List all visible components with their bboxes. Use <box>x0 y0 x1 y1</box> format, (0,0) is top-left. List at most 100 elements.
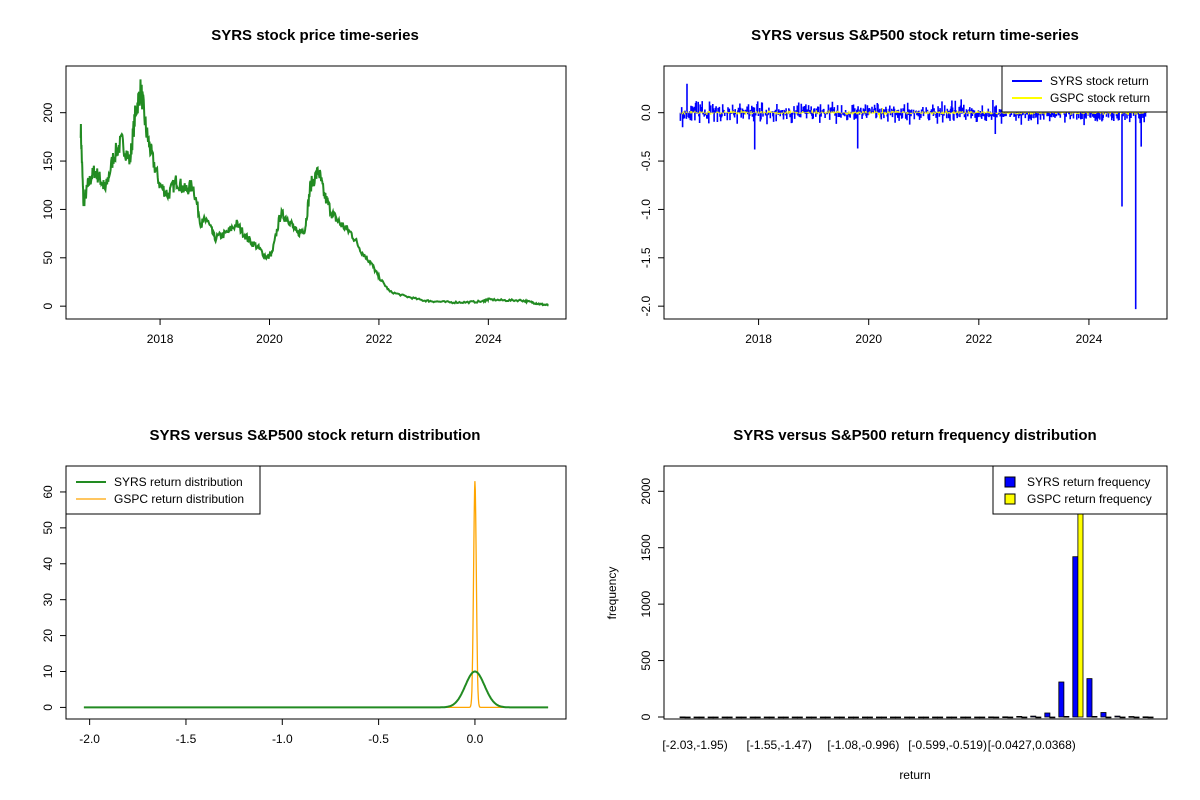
legend-box <box>65 465 261 515</box>
bar-gspc <box>993 716 1000 719</box>
bar-syrs <box>904 716 910 719</box>
y-tick-label: 500 <box>639 650 653 670</box>
bar-gspc <box>698 716 705 719</box>
plot-frame-2 <box>663 65 1168 320</box>
y-tick-label: 40 <box>41 557 55 571</box>
legend-box <box>992 465 1168 515</box>
bar-syrs <box>777 716 784 719</box>
y-tick-label: 50 <box>41 251 55 265</box>
bar-syrs <box>735 716 742 719</box>
y-tick-label: 0 <box>41 303 55 310</box>
bar-syrs <box>805 716 812 719</box>
bar-gspc <box>1063 716 1070 718</box>
bar-syrs <box>876 716 882 719</box>
chart-title-3: SYRS versus S&P500 stock return distribu… <box>150 427 481 444</box>
bar-gspc <box>853 716 859 719</box>
bar-syrs <box>946 716 953 719</box>
bar-gspc <box>923 716 930 719</box>
y-tick-label: -0.5 <box>639 150 653 171</box>
bar-gspc <box>951 716 958 719</box>
y-tick-label: 60 <box>41 485 55 499</box>
bar-syrs <box>988 716 995 719</box>
chart-title-1: SYRS stock price time-series <box>211 27 419 44</box>
y-tick-label: 150 <box>41 151 55 171</box>
bar-gspc <box>839 716 845 719</box>
bar-syrs <box>1086 678 1093 718</box>
x-tick-label: 2018 <box>147 332 174 346</box>
bar-syrs <box>918 716 924 719</box>
bar-syrs <box>1030 715 1037 718</box>
bar-gspc <box>1021 716 1028 719</box>
bar-gspc <box>782 716 789 719</box>
bar-syrs <box>862 716 868 719</box>
x-tick-label: 2022 <box>965 332 992 346</box>
bar-gspc <box>684 716 691 719</box>
bar-syrs <box>1128 716 1135 718</box>
bar-syrs <box>763 716 770 719</box>
series-line-syrs-price <box>79 79 549 307</box>
bar-gspc <box>979 716 986 719</box>
legend-label: GSPC stock return <box>1050 91 1150 105</box>
chart-title-2: SYRS versus S&P500 stock return time-ser… <box>751 27 1079 44</box>
x-tick-label: [-0.0427,0.0368) <box>988 738 1076 752</box>
bar-syrs <box>791 716 798 719</box>
x-tick-label: 2024 <box>1076 332 1103 346</box>
y-tick-label: 2000 <box>639 478 653 505</box>
bar-gspc <box>740 716 747 719</box>
y-tick-label: -2.0 <box>639 296 653 317</box>
y-tick-label: 50 <box>41 521 55 535</box>
bar-syrs <box>721 716 728 719</box>
bar-gspc <box>796 716 803 719</box>
bar-syrs <box>1058 681 1065 718</box>
bar-gspc <box>867 716 873 719</box>
y-tick-label: 1500 <box>639 534 653 561</box>
bar-syrs <box>693 716 700 719</box>
bar-syrs <box>1100 712 1107 718</box>
bar-syrs <box>1044 712 1051 718</box>
bar-syrs <box>974 716 981 719</box>
bar-syrs <box>1002 716 1009 718</box>
legend-label: GSPC return frequency <box>1027 492 1152 506</box>
bar-syrs <box>932 716 938 719</box>
bar-gspc <box>1077 479 1084 718</box>
bar-syrs <box>833 716 840 719</box>
x-tick-label: 2022 <box>366 332 393 346</box>
x-tick-label: [-2.03,-1.95) <box>662 738 727 752</box>
y-tick-label: -1.5 <box>639 247 653 268</box>
x-tick-label: 2020 <box>855 332 882 346</box>
legend-swatch <box>1004 476 1016 488</box>
x-tick-label: 2018 <box>745 332 772 346</box>
x-tick-label: [-1.08,-0.996) <box>827 738 899 752</box>
x-tick-label: -1.0 <box>272 732 293 746</box>
legend-swatch <box>1004 493 1016 505</box>
bar-syrs <box>890 716 896 719</box>
y-tick-label: 30 <box>41 593 55 607</box>
y-tick-label: 1000 <box>639 590 653 617</box>
legend-label: GSPC return distribution <box>114 492 244 506</box>
bar-syrs <box>1114 715 1121 718</box>
bar-syrs <box>749 716 756 719</box>
x-tick-label: [-1.55,-1.47) <box>747 738 812 752</box>
y-tick-label: 200 <box>41 102 55 122</box>
series-syrs-return <box>679 83 1147 310</box>
bar-gspc <box>1119 716 1126 719</box>
series-syrs-density <box>83 670 549 709</box>
bar-gspc <box>1147 716 1154 719</box>
bar-gspc <box>712 716 719 719</box>
bar-gspc <box>726 716 733 719</box>
bar-gspc <box>1007 716 1014 719</box>
legend-label: SYRS stock return <box>1050 74 1149 88</box>
x-tick-label: 0.0 <box>467 732 484 746</box>
bar-syrs <box>1142 716 1149 718</box>
bar-gspc <box>810 716 817 719</box>
y-tick-label: 0.0 <box>639 104 653 121</box>
bar-gspc <box>1091 716 1098 718</box>
bar-gspc <box>1133 716 1140 719</box>
y-tick-label: 100 <box>41 199 55 219</box>
y-tick-label: 0 <box>41 704 55 711</box>
bar-gspc <box>1049 716 1056 719</box>
bar-syrs <box>819 716 826 719</box>
bar-gspc <box>754 716 761 719</box>
x-tick-label: [-0.599,-0.519) <box>908 738 987 752</box>
y-tick-label: 20 <box>41 629 55 643</box>
